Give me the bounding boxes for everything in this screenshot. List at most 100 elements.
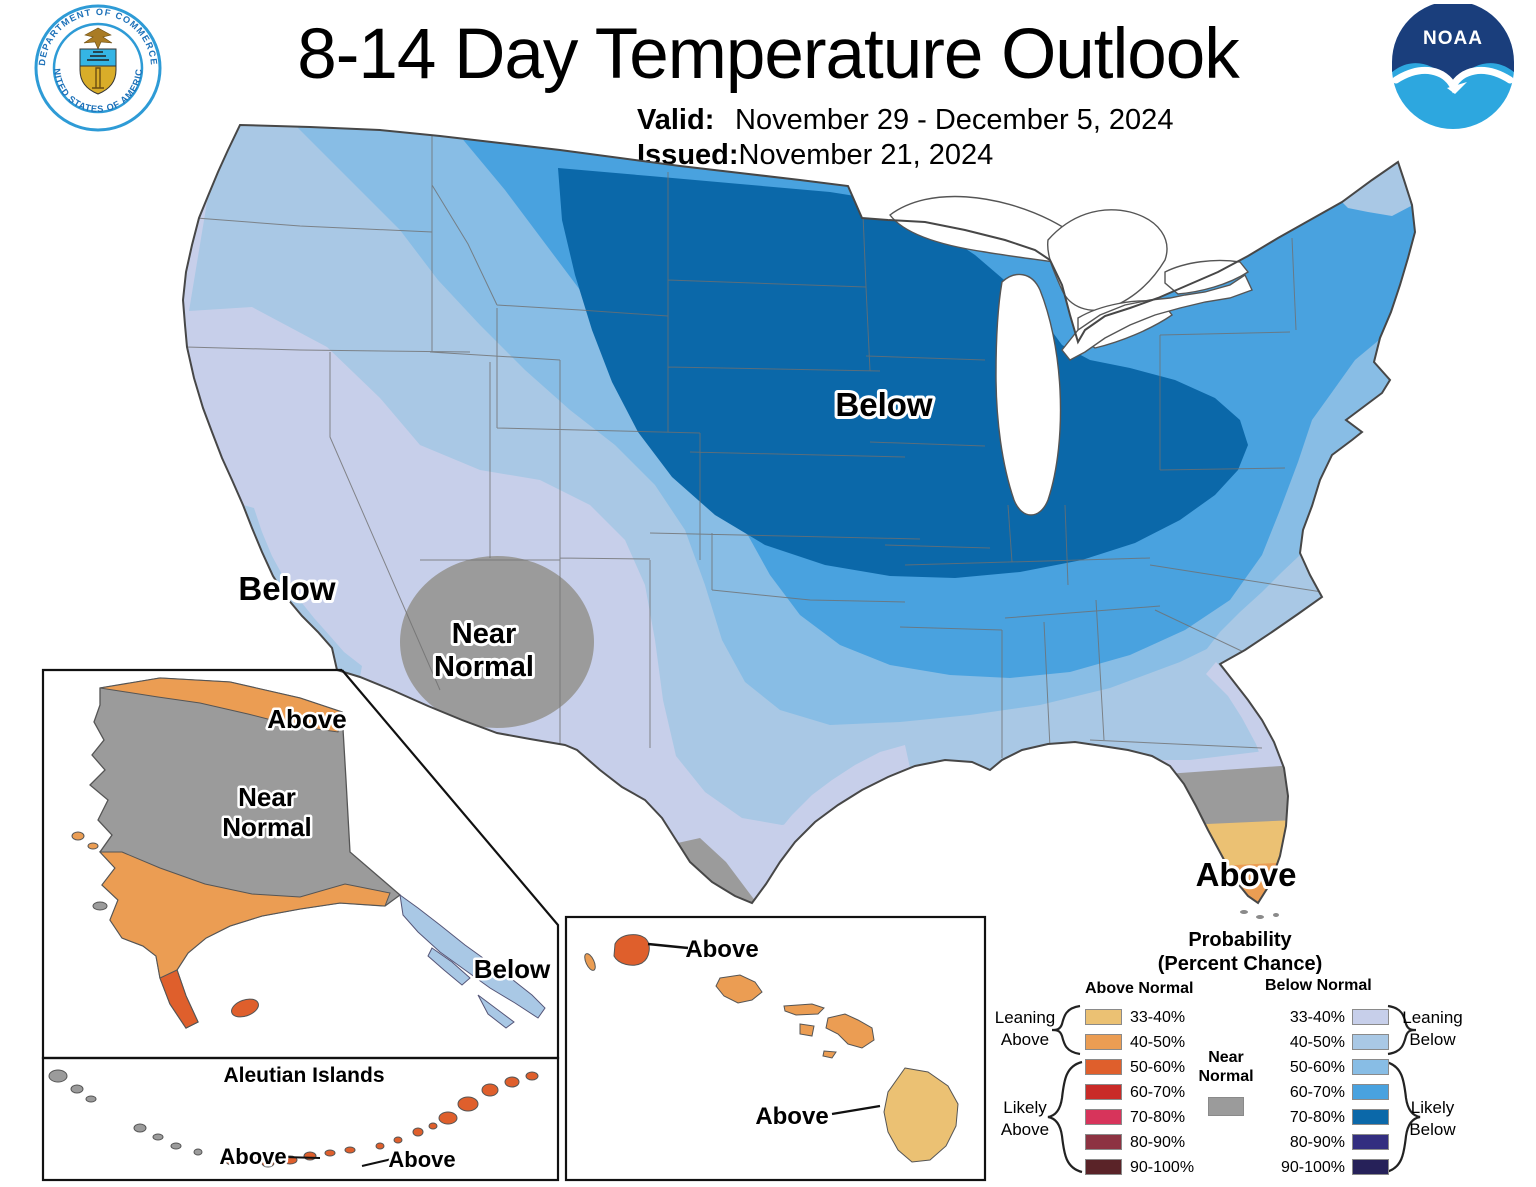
brace-leaning-below	[1387, 1004, 1417, 1056]
above-normal-header: Above Normal	[1085, 980, 1194, 997]
noaa-dark-field	[1392, 4, 1514, 85]
brace-likely-below	[1385, 1060, 1421, 1174]
range-below-6: 90-100%	[1280, 1159, 1345, 1176]
doc-seal: DEPARTMENT OF COMMERCE UNITED STATES OF …	[30, 2, 162, 132]
swatch-above-60-70	[1085, 1084, 1122, 1100]
swatch-above-70-80	[1085, 1109, 1122, 1125]
ontario-peninsula	[1061, 273, 1253, 361]
valid-line: Valid: November 29 - December 5, 2024	[637, 103, 1173, 138]
maui	[825, 1013, 875, 1049]
conus-outline	[181, 123, 1417, 905]
north-maine-patch	[1342, 162, 1411, 216]
band-below-70-80	[558, 168, 1248, 578]
seagull-icon	[1392, 67, 1514, 94]
label-west-below: Below	[238, 570, 336, 607]
texas-coast-strip	[700, 745, 910, 903]
alaska-mainland	[89, 677, 402, 1029]
florida-keys	[1240, 910, 1279, 919]
range-above-6: 90-100%	[1130, 1159, 1195, 1176]
probability-legend: Probability (Percent Chance) Above Norma…	[985, 925, 1536, 1187]
label-alaska-near-1: Near	[238, 782, 296, 812]
swatch-below-60-70	[1352, 1084, 1389, 1100]
leaning-above-label: Leaning Above	[994, 1008, 1056, 1049]
swatch-below-50-60	[1352, 1059, 1389, 1075]
ak-west-island-1	[71, 831, 85, 841]
kahoolawe	[822, 1050, 837, 1059]
noaa-wordmark: NOAA	[1423, 28, 1483, 49]
florida-near-normal-band	[1152, 765, 1295, 828]
range-below-3: 60-70%	[1289, 1084, 1345, 1101]
socal-coast-strip	[243, 505, 362, 677]
leaning-below-label: Leaning Below	[1402, 1008, 1463, 1049]
label-alaska-below: Below	[474, 954, 551, 984]
label-hawaii-above-big-island: Above	[755, 1103, 828, 1130]
big-island-pointer	[831, 1104, 881, 1116]
aleutian-gray-islands	[48, 1069, 203, 1156]
hawaii-inset: Above Above	[584, 934, 959, 1163]
swatch-above-50-60	[1085, 1059, 1122, 1075]
range-above-4: 70-80%	[1130, 1109, 1186, 1126]
page-title: 8-14 Day Temperature Outlook	[297, 15, 1240, 94]
valid-issued-block: Valid: November 29 - December 5, 2024 Iss…	[637, 103, 1173, 173]
kauai-pointer	[647, 942, 689, 950]
range-above-1: 40-50%	[1130, 1034, 1186, 1051]
label-alaska-near-2: Normal	[222, 812, 312, 842]
south-texas-near-normal	[664, 838, 756, 903]
label-aleutian-above-right: Above	[388, 1147, 455, 1172]
nunivak-island	[92, 901, 108, 911]
range-above-3: 60-70%	[1130, 1084, 1186, 1101]
swatch-below-80-90	[1352, 1134, 1389, 1150]
likely-above-label: Likely Above	[1000, 1098, 1050, 1139]
aleutian-inset-border	[41, 1056, 560, 1182]
molokai	[783, 1003, 825, 1016]
alaska-north-above-band	[99, 677, 343, 733]
swatch-below-33-40	[1352, 1009, 1389, 1025]
range-below-5: 80-90%	[1289, 1134, 1345, 1151]
label-alaska-above: Above	[267, 704, 346, 734]
swatch-below-70-80	[1352, 1109, 1389, 1125]
swatch-below-90-100	[1352, 1159, 1389, 1175]
label-aleutian-above-left: Above	[219, 1144, 286, 1169]
issued-line: Issued:November 21, 2024	[637, 138, 1173, 173]
legend-near-normal: Near Normal	[1176, 1048, 1276, 1086]
legend-title-line1: Probability	[1188, 929, 1292, 951]
oahu	[715, 974, 763, 1004]
brace-leaning-above	[1051, 1004, 1081, 1056]
range-above-2: 50-60%	[1130, 1059, 1186, 1076]
label-hawaii-above-kauai: Above	[685, 936, 758, 963]
below-normal-header: Below Normal	[1265, 977, 1372, 994]
swatch-above-90-100	[1085, 1159, 1122, 1175]
aleutian-right-pointer	[361, 1158, 393, 1167]
label-near-normal-1: Near	[452, 618, 517, 650]
niihau	[584, 953, 596, 971]
valid-value: November 29 - December 5, 2024	[735, 104, 1174, 136]
legend-near-line1: Near	[1208, 1049, 1244, 1066]
aleutian-inset: Above Above Aleutian Islands	[48, 1064, 539, 1175]
great-lakes	[889, 195, 1253, 516]
swatch-above-33-40	[1085, 1009, 1122, 1025]
legend-braces	[1047, 1004, 1421, 1174]
range-below-0: 33-40%	[1289, 1009, 1345, 1026]
valid-label: Valid:	[637, 104, 715, 136]
label-near-normal-2: Normal	[434, 651, 534, 683]
range-below-4: 70-80%	[1289, 1109, 1345, 1126]
aleutian-left-pointer	[282, 1156, 321, 1159]
label-central-below: Below	[835, 386, 933, 423]
swatch-near-normal	[1208, 1097, 1244, 1116]
ak-west-island-2	[87, 842, 99, 850]
lanai	[799, 1023, 815, 1037]
southwest-near-normal	[400, 556, 594, 728]
panhandle-islands	[427, 947, 515, 1029]
seagull-body	[1447, 82, 1467, 94]
range-below-2: 50-60%	[1289, 1059, 1345, 1076]
big-island	[883, 1067, 959, 1163]
legend-title-line2: (Percent Chance)	[1157, 953, 1323, 975]
legend-near-line2: Normal	[1198, 1068, 1254, 1085]
legend-title: Probability (Percent Chance)	[985, 928, 1495, 976]
range-above-5: 80-90%	[1130, 1134, 1186, 1151]
shield-icon	[79, 48, 117, 95]
swatch-above-40-50	[1085, 1034, 1122, 1050]
label-florida-above: Above	[1196, 856, 1297, 893]
aleutian-orange-islands	[225, 1071, 539, 1168]
